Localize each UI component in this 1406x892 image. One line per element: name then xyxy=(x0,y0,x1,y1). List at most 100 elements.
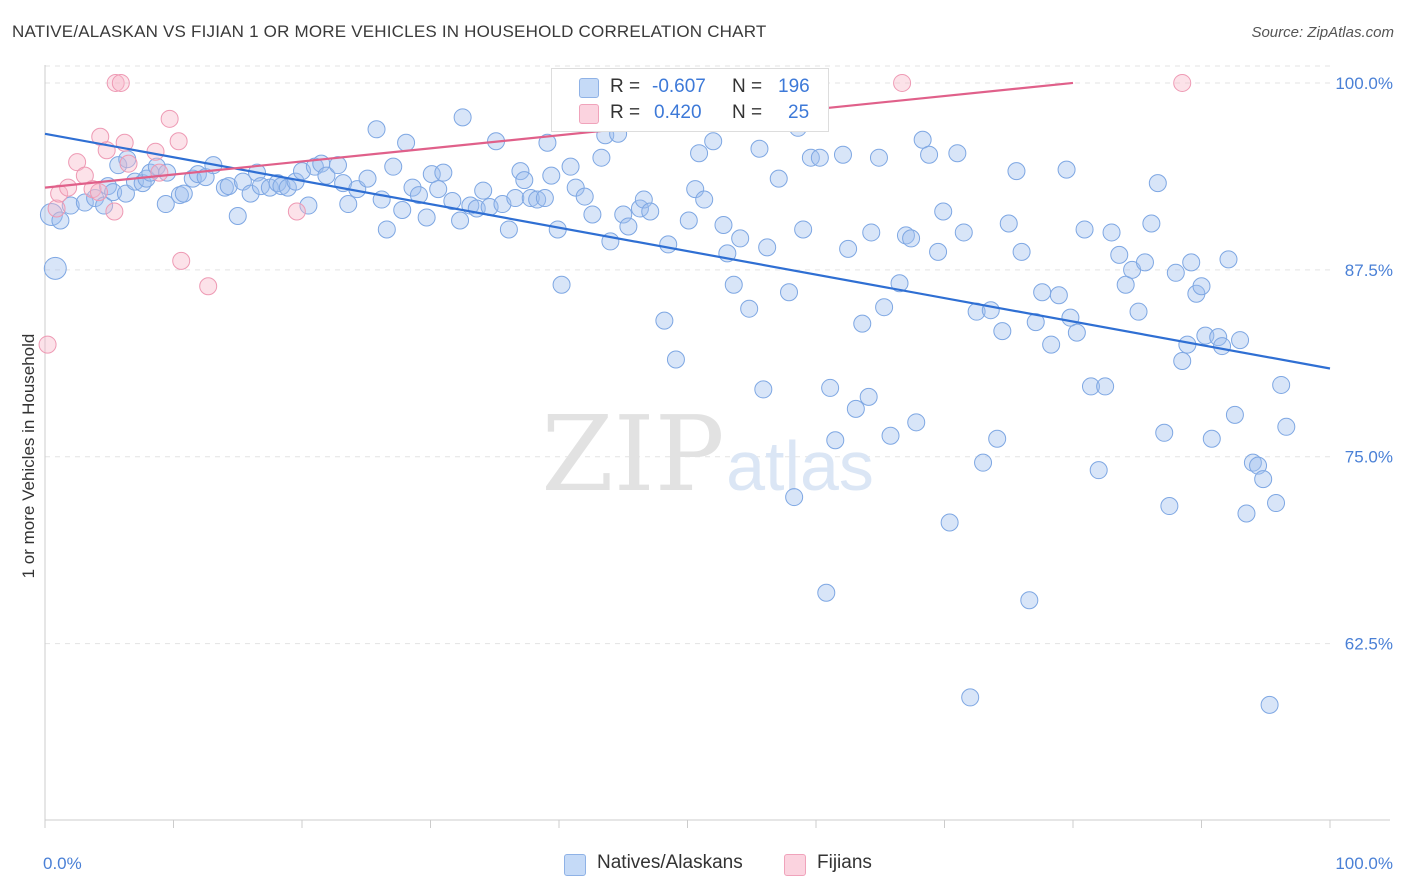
native-point xyxy=(1096,377,1115,396)
native-point xyxy=(1272,375,1291,394)
native-point xyxy=(859,387,878,406)
native-point xyxy=(686,180,705,199)
native-point xyxy=(690,144,709,163)
fijians-trend-line xyxy=(44,81,1074,189)
native-point xyxy=(826,431,845,450)
native-point xyxy=(499,220,518,239)
legend-row-fijians: R = 0.420 N = 25 xyxy=(552,102,828,126)
stats-legend: R = -0.607 N = 196 R = 0.420 N = 25 xyxy=(551,68,829,132)
native-point xyxy=(583,205,602,224)
native-point xyxy=(1202,429,1221,448)
native-point xyxy=(377,220,396,239)
native-point xyxy=(535,189,554,208)
native-point xyxy=(954,223,973,242)
native-point xyxy=(853,314,872,333)
fijian-point xyxy=(105,202,124,221)
native-point xyxy=(156,195,175,214)
native-point xyxy=(988,429,1007,448)
native-point xyxy=(528,190,547,209)
fijian-point xyxy=(172,251,191,270)
native-point xyxy=(981,301,1000,320)
fijian-point xyxy=(119,154,138,173)
native-point xyxy=(875,298,894,317)
native-point xyxy=(614,205,633,224)
native-point xyxy=(61,196,80,215)
native-point xyxy=(862,223,881,242)
native-point xyxy=(228,207,247,225)
native-point xyxy=(890,274,909,293)
fijians-n-value: 25 xyxy=(788,102,810,123)
native-point xyxy=(1277,417,1296,436)
native-point xyxy=(641,202,660,221)
native-point xyxy=(575,187,594,206)
fijian-point xyxy=(146,142,165,161)
native-point xyxy=(934,202,953,221)
native-point xyxy=(1057,160,1076,179)
fijian-point xyxy=(38,335,57,354)
native-point xyxy=(158,163,177,182)
native-point xyxy=(1135,253,1154,272)
native-point xyxy=(1049,286,1068,305)
native-point xyxy=(881,426,900,445)
native-point xyxy=(409,186,428,205)
watermark: ZIP atlas xyxy=(541,393,874,515)
native-point xyxy=(1142,214,1161,233)
fijian-point xyxy=(160,109,179,128)
native-point xyxy=(397,133,416,152)
native-point xyxy=(785,488,804,507)
axes xyxy=(44,65,1390,828)
native-point xyxy=(1213,337,1232,356)
native-point xyxy=(1116,275,1135,294)
native-point xyxy=(429,180,448,199)
native-point xyxy=(750,139,769,158)
native-point xyxy=(1192,277,1211,296)
native-point xyxy=(902,229,921,248)
native-point xyxy=(810,148,829,167)
y-axis-label: 1 or more Vehicles in Household xyxy=(19,334,38,579)
native-point xyxy=(358,169,377,188)
native-point xyxy=(506,189,525,208)
native-point xyxy=(655,311,674,330)
fijian-point xyxy=(199,277,218,296)
native-point xyxy=(758,238,777,257)
native-point xyxy=(474,181,493,200)
native-point xyxy=(367,120,386,139)
fijian-point xyxy=(68,153,87,172)
natives-trend-line xyxy=(44,132,1331,370)
x-tick-label: 100.0% xyxy=(1335,854,1393,873)
native-point xyxy=(961,688,980,707)
native-point xyxy=(1007,162,1026,181)
watermark-zip: ZIP xyxy=(541,393,724,515)
native-point xyxy=(619,217,638,236)
native-point xyxy=(724,275,743,294)
native-point xyxy=(538,133,557,152)
native-point xyxy=(695,190,714,209)
native-point xyxy=(95,196,114,215)
fijian-point xyxy=(1173,73,1192,92)
native-point xyxy=(679,211,698,230)
native-point xyxy=(241,184,260,203)
watermark-atlas: atlas xyxy=(726,427,874,505)
native-point xyxy=(913,130,932,149)
native-point xyxy=(993,322,1012,341)
natives-r-value: -0.607 xyxy=(652,76,706,97)
native-point xyxy=(821,378,840,397)
fijian-point xyxy=(47,199,66,218)
native-point xyxy=(1089,461,1108,480)
native-point xyxy=(1148,174,1167,193)
native-point xyxy=(714,215,733,234)
y-tick-label: 100.0% xyxy=(1335,74,1393,93)
x-tick-label: 0.0% xyxy=(43,854,82,873)
native-point xyxy=(1033,283,1052,302)
native-point xyxy=(780,283,799,302)
r-label: R = xyxy=(610,102,641,123)
chart-title: NATIVE/ALASKAN VS FIJIAN 1 OR MORE VEHIC… xyxy=(12,22,767,41)
natives-points xyxy=(39,108,1296,714)
native-point xyxy=(769,169,788,188)
native-point xyxy=(1237,504,1256,523)
native-point xyxy=(1254,470,1273,489)
n-label: N = xyxy=(732,76,763,97)
fijian-point xyxy=(89,183,108,202)
native-point xyxy=(1209,328,1228,347)
native-point xyxy=(1225,405,1244,424)
